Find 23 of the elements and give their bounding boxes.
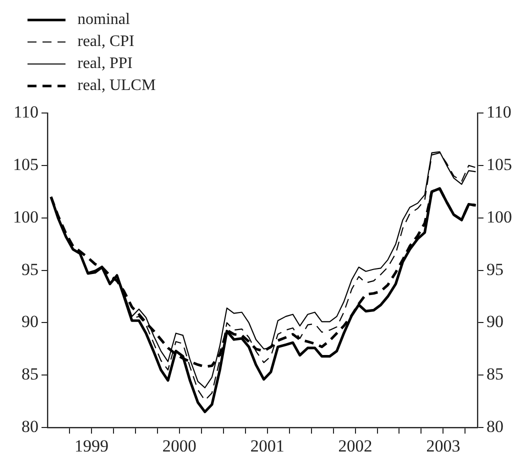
y2-tick-label: 85 xyxy=(486,364,504,384)
y-tick-label: 95 xyxy=(22,260,38,279)
x-tick-label: 2003 xyxy=(426,436,460,456)
y-tick-label: 105 xyxy=(13,154,38,174)
y2-tick-label: 105 xyxy=(486,154,512,174)
y-tick-label: 100 xyxy=(13,207,38,226)
y-tick-label: 90 xyxy=(22,312,38,332)
y2-tick-label: 80 xyxy=(486,417,504,436)
y-tick-label: 85 xyxy=(22,364,38,384)
y2-tick-label: 90 xyxy=(486,312,504,332)
y2-tick-label: 110 xyxy=(486,102,512,122)
legend-label: real, ULCM xyxy=(78,77,156,94)
x-tick-label: 1999 xyxy=(74,436,108,456)
x-tick-label: 2000 xyxy=(162,436,196,456)
legend-label: nominal xyxy=(78,11,130,28)
y2-tick-label: 95 xyxy=(486,260,504,279)
y-tick-label: 110 xyxy=(14,102,38,122)
y2-tick-label: 100 xyxy=(486,207,512,226)
x-tick-label: 2001 xyxy=(250,436,284,456)
legend-label: real, PPI xyxy=(78,55,133,72)
y-tick-label: 80 xyxy=(22,417,38,436)
x-tick-label: 2002 xyxy=(338,436,372,456)
legend-label: real, CPI xyxy=(78,33,134,50)
